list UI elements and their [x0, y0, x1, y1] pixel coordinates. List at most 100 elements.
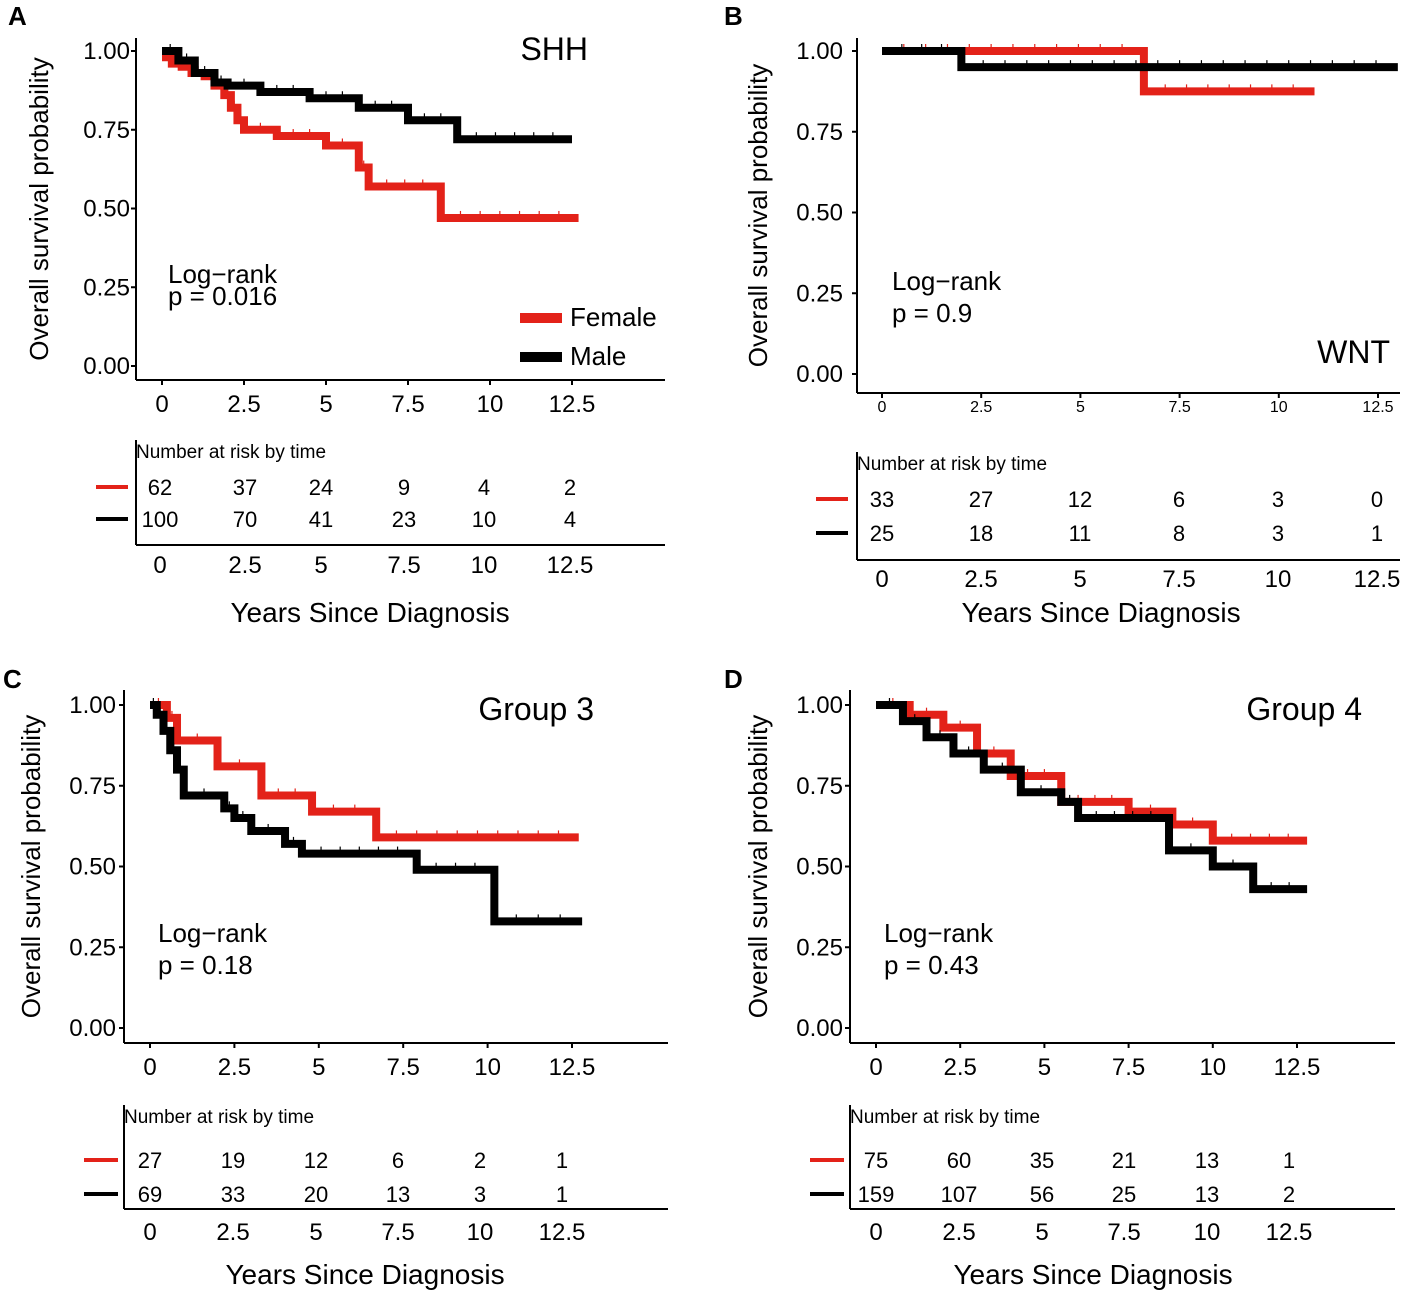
x-axis-label: Years Since Diagnosis	[230, 597, 509, 628]
risk-count-male: 13	[1195, 1182, 1219, 1207]
risk-count-male: 13	[386, 1182, 410, 1207]
x-tick-label: 12.5	[1274, 1054, 1321, 1081]
legend-label-female: Female	[570, 302, 657, 332]
logrank-pvalue: p = 0.43	[884, 950, 979, 980]
risk-count-female: 19	[221, 1148, 245, 1173]
x-tick-label: 5	[319, 391, 332, 418]
risk-count-male: 11	[1069, 521, 1092, 546]
panel-letter: A	[8, 1, 27, 31]
survival-curve-female	[882, 47, 1315, 96]
logrank-label: Log−rank	[168, 259, 278, 289]
censor-marks-female	[903, 44, 1294, 94]
risk-count-female: 21	[1112, 1148, 1136, 1173]
risk-x-tick-label: 0	[869, 1219, 882, 1246]
risk-table-title: Number at risk by time	[857, 454, 1047, 475]
risk-x-tick-label: 10	[1265, 566, 1292, 593]
risk-x-tick-label: 0	[875, 566, 888, 593]
x-axis-label: Years Since Diagnosis	[953, 1259, 1232, 1290]
risk-x-tick-label: 7.5	[387, 552, 420, 579]
panel-title: Group 3	[478, 691, 594, 727]
risk-x-tick-label: 2.5	[228, 552, 261, 579]
y-tick-label: 0.75	[796, 773, 843, 800]
risk-count-female: 6	[1173, 487, 1185, 512]
x-tick-label: 7.5	[1112, 1054, 1145, 1081]
risk-x-tick-label: 0	[143, 1219, 156, 1246]
y-tick-label: 0.00	[69, 1015, 116, 1042]
y-tick-label: 1.00	[796, 38, 843, 65]
risk-count-male: 41	[309, 507, 333, 532]
x-tick-label: 2.5	[218, 1054, 251, 1081]
survival-curve-male	[876, 701, 1308, 894]
risk-x-tick-label: 2.5	[216, 1219, 249, 1246]
x-axis-label: Years Since Diagnosis	[225, 1259, 504, 1290]
panel-letter: D	[724, 664, 743, 694]
x-tick-label: 10	[1270, 399, 1288, 416]
risk-count-female: 75	[864, 1148, 888, 1173]
risk-x-tick-label: 10	[471, 552, 498, 579]
risk-count-female: 13	[1195, 1148, 1219, 1173]
x-tick-label: 12.5	[1362, 399, 1393, 416]
risk-count-female: 6	[392, 1148, 404, 1173]
risk-count-female: 27	[969, 487, 993, 512]
risk-count-female: 3	[1272, 487, 1284, 512]
x-tick-label: 0	[155, 391, 168, 418]
risk-count-male: 10	[472, 507, 496, 532]
y-tick-label: 0.25	[796, 280, 843, 307]
risk-count-male: 3	[1272, 521, 1284, 546]
y-tick-label: 0.50	[796, 200, 843, 227]
risk-x-tick-label: 12.5	[1266, 1219, 1313, 1246]
panel-letter: B	[724, 1, 743, 31]
y-tick-label: 1.00	[83, 38, 130, 65]
panel-letter: C	[3, 664, 22, 694]
risk-count-female: 27	[138, 1148, 162, 1173]
x-tick-label: 7.5	[1168, 399, 1190, 416]
risk-count-female: 60	[947, 1148, 971, 1173]
risk-count-female: 12	[304, 1148, 328, 1173]
panel-b: B0.000.250.500.751.000 2.5 5 7.5 10 12.5Overa…	[724, 1, 1400, 628]
risk-x-tick-label: 5	[1073, 566, 1086, 593]
risk-x-tick-label: 10	[1194, 1219, 1221, 1246]
y-tick-label: 1.00	[69, 692, 116, 719]
risk-count-female: 12	[1068, 487, 1092, 512]
y-tick-label: 0.75	[796, 119, 843, 146]
risk-count-female: 33	[870, 487, 894, 512]
y-tick-label: 0.75	[69, 773, 116, 800]
censor-marks-female	[892, 698, 1289, 843]
risk-count-male: 1	[1371, 521, 1383, 546]
risk-count-female: 1	[556, 1148, 568, 1173]
y-tick-label: 0.25	[796, 934, 843, 961]
risk-x-tick-label: 10	[467, 1219, 494, 1246]
panel-title: Group 4	[1246, 691, 1362, 727]
survival-curve-female	[876, 701, 1308, 845]
risk-count-female: 35	[1030, 1148, 1054, 1173]
risk-count-male: 25	[1112, 1182, 1136, 1207]
risk-count-female: 24	[309, 475, 333, 500]
risk-count-male: 3	[474, 1182, 486, 1207]
x-tick-label: 2.5	[227, 391, 260, 418]
censor-marks-male	[901, 44, 1377, 70]
y-tick-label: 0.50	[69, 854, 116, 881]
risk-count-female: 2	[564, 475, 576, 500]
x-tick-label: 5	[1038, 1054, 1051, 1081]
risk-count-male: 2	[1283, 1182, 1295, 1207]
risk-count-male: 70	[233, 507, 257, 532]
risk-x-tick-label: 0	[153, 552, 166, 579]
y-tick-label: 0.25	[83, 274, 130, 301]
risk-count-female: 37	[233, 475, 257, 500]
y-tick-label: 0.00	[796, 1015, 843, 1042]
y-tick-label: 0.50	[796, 854, 843, 881]
panel-d: D0.000.250.500.751.000 2.5 5 7.5 10 12.5Overa…	[724, 664, 1395, 1290]
risk-count-male: 25	[870, 521, 894, 546]
logrank-pvalue: p = 0.016	[168, 281, 277, 311]
logrank-label: Log−rank	[158, 918, 268, 948]
risk-count-male: 107	[941, 1182, 978, 1207]
risk-count-male: 8	[1173, 521, 1185, 546]
x-tick-label: 0	[869, 1054, 882, 1081]
x-tick-label: 10	[474, 1054, 501, 1081]
risk-count-male: 20	[304, 1182, 328, 1207]
risk-table-title: Number at risk by time	[124, 1107, 314, 1128]
y-axis-label: Overall survival probability	[16, 715, 46, 1018]
x-tick-label: 2.5	[970, 399, 992, 416]
risk-x-tick-label: 7.5	[1162, 566, 1195, 593]
